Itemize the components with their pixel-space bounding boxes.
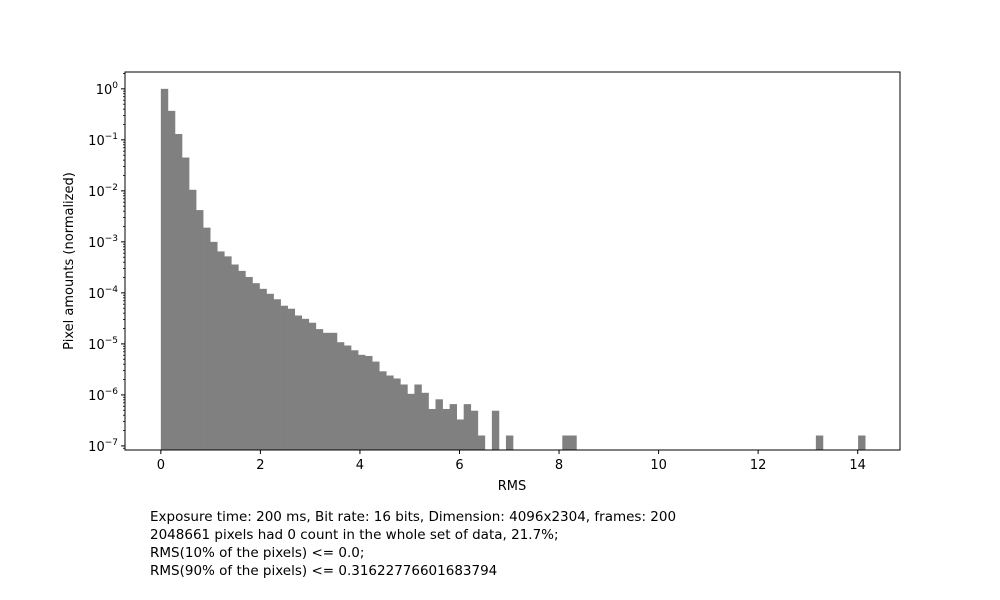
y-tick-label: 10−1 [88, 132, 118, 149]
y-tick-label: 10−7 [88, 438, 118, 455]
histogram-bar [252, 283, 260, 450]
histogram-bar [386, 375, 394, 450]
x-axis-ticks: 0 2 4 6 8 10 12 14 [157, 450, 866, 473]
histogram-bar [224, 256, 232, 450]
histogram-bar [245, 276, 253, 450]
histogram-bar [259, 288, 267, 450]
histogram-bar [273, 299, 281, 450]
histogram-bar [329, 332, 338, 450]
histogram-bar [351, 350, 359, 450]
histogram-bar [238, 270, 246, 450]
histogram-bar [435, 399, 443, 450]
x-tick-label: 2 [256, 458, 264, 473]
histogram-bar [449, 404, 457, 450]
x-tick-label: 14 [849, 458, 866, 473]
histogram-bar [210, 241, 218, 450]
note-line: Exposure time: 200 ms, Bit rate: 16 bits… [150, 509, 677, 525]
y-axis-title: Pixel amounts (normalized) [62, 172, 77, 350]
histogram-bar [407, 393, 415, 450]
x-axis-title: RMS [498, 479, 527, 494]
histogram-bar [294, 315, 303, 450]
histogram-bar [315, 329, 324, 450]
histogram-bar [358, 354, 366, 450]
histogram-bar [428, 408, 436, 450]
histogram-bar [231, 264, 239, 450]
histogram-bar [160, 88, 169, 450]
y-tick-label: 10−4 [88, 285, 118, 302]
histogram-bar [815, 435, 824, 450]
y-tick-label: 10−6 [88, 387, 118, 404]
x-tick-label: 6 [455, 458, 463, 473]
x-tick-label: 4 [356, 458, 364, 473]
histogram-bar [414, 384, 422, 450]
histogram-bar [858, 435, 866, 450]
plot-frame [124, 71, 901, 451]
histogram-bar [266, 293, 274, 450]
histogram-bar [456, 419, 465, 450]
y-tick-label: 10−2 [88, 183, 118, 200]
histogram-bar [308, 322, 317, 450]
histogram-bar [301, 318, 310, 450]
note-line: RMS(90% of the pixels) <= 0.316227766016… [150, 563, 498, 579]
x-tick-label: 0 [157, 458, 165, 473]
note-line: RMS(10% of the pixels) <= 0.0; [150, 545, 365, 561]
histogram-bar [470, 410, 479, 450]
histogram-bar [196, 210, 204, 450]
histogram-bar [421, 392, 429, 450]
histogram-bar [365, 355, 373, 450]
histogram-bar [372, 361, 380, 450]
histogram-bar [491, 410, 500, 450]
histogram-bar [562, 435, 570, 450]
histogram-bar [477, 435, 486, 450]
histogram-bar [343, 345, 352, 450]
histogram-bar [400, 384, 408, 450]
histogram-bar [442, 408, 450, 450]
histogram-bar [463, 404, 472, 450]
histogram-bar [336, 342, 345, 450]
histogram-bar [189, 189, 197, 450]
histogram-bar [174, 134, 183, 450]
histogram-bar [379, 371, 387, 450]
histogram-bar [569, 435, 577, 450]
histogram-bar [217, 251, 225, 450]
y-tick-label: 10−3 [88, 234, 118, 251]
y-axis-ticks: 100 10−1 10−2 10−3 10−4 10−5 10−6 10−7 [88, 73, 125, 455]
y-tick-label: 10−5 [88, 336, 118, 353]
histogram-bar [505, 435, 514, 450]
x-tick-label: 10 [650, 458, 667, 473]
histogram-bar [280, 305, 288, 450]
x-tick-label: 8 [555, 458, 563, 473]
x-tick-label: 12 [750, 458, 767, 473]
histogram-bar [181, 157, 190, 451]
y-tick-label: 100 [96, 81, 119, 98]
histogram-bar [393, 378, 401, 450]
note-line: 2048661 pixels had 0 count in the whole … [150, 527, 559, 543]
histogram-bars [160, 88, 866, 451]
histogram-bar [203, 227, 211, 450]
histogram-bar [167, 110, 176, 451]
histogram-bar [322, 332, 331, 450]
exposure-notes: Exposure time: 200 ms, Bit rate: 16 bits… [150, 508, 676, 580]
histogram-bar [287, 308, 296, 450]
